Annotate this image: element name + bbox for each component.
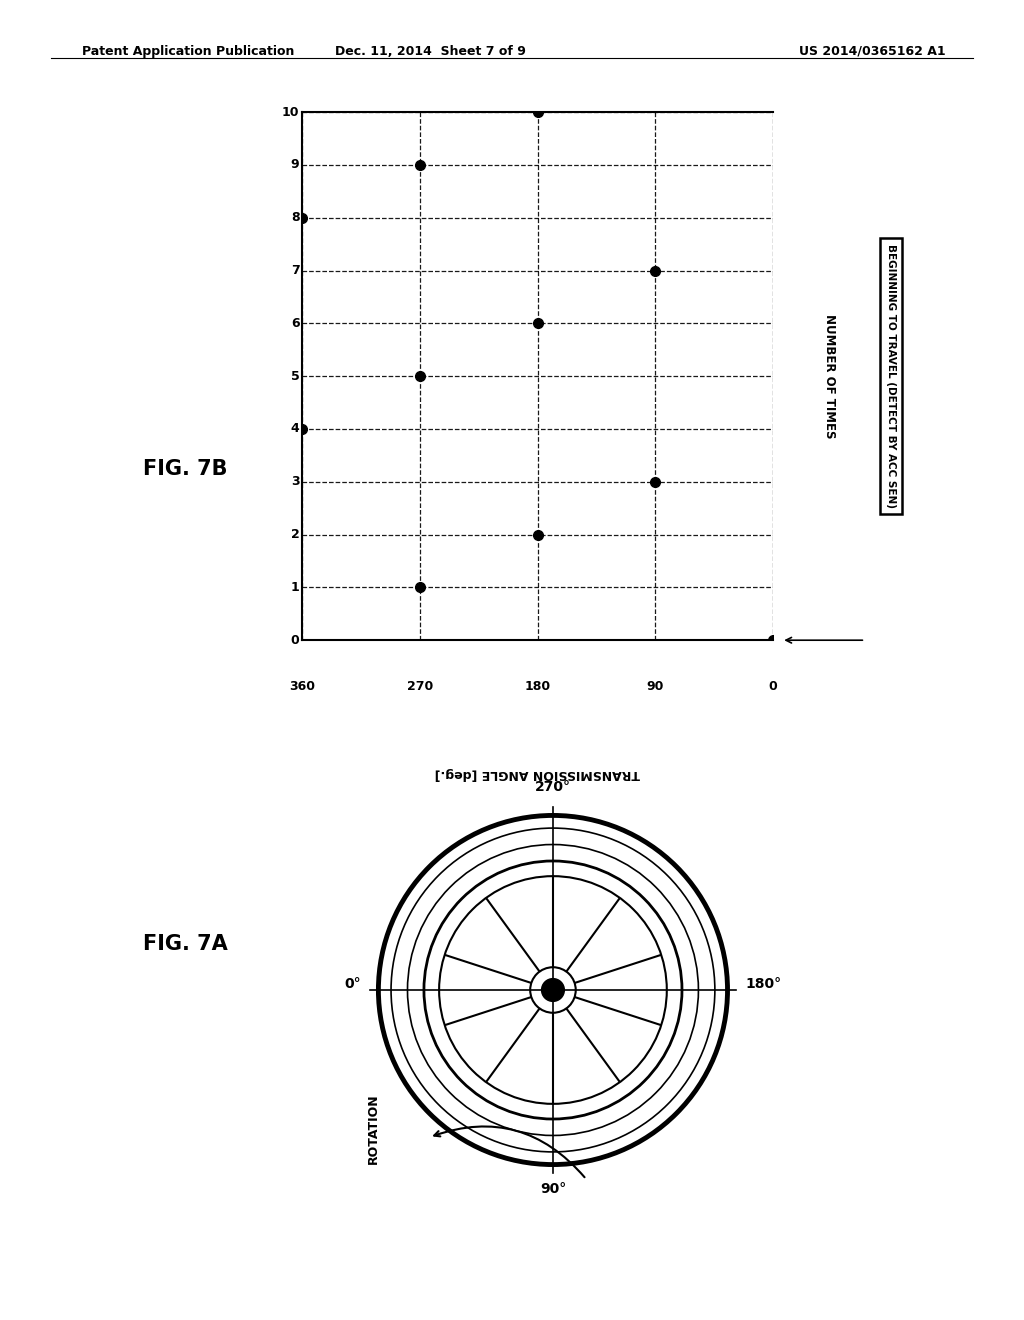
Text: 360: 360: [289, 680, 315, 693]
Text: 180: 180: [524, 680, 551, 693]
Text: 9: 9: [291, 158, 299, 172]
Text: US 2014/0365162 A1: US 2014/0365162 A1: [799, 45, 945, 58]
Text: 0°: 0°: [344, 977, 360, 991]
Text: 90: 90: [647, 680, 664, 693]
Text: 0: 0: [769, 680, 777, 693]
Text: FIG. 7B: FIG. 7B: [143, 458, 228, 479]
Text: Patent Application Publication: Patent Application Publication: [82, 45, 294, 58]
Text: FIG. 7A: FIG. 7A: [143, 933, 228, 954]
Text: ROTATION: ROTATION: [367, 1094, 380, 1164]
Text: TRANSMISSION ANGLE [deg.]: TRANSMISSION ANGLE [deg.]: [435, 767, 640, 780]
Text: 8: 8: [291, 211, 299, 224]
Text: 7: 7: [291, 264, 299, 277]
Text: 90°: 90°: [540, 1183, 566, 1196]
Text: 4: 4: [291, 422, 299, 436]
Text: 270: 270: [407, 680, 433, 693]
Text: 270°: 270°: [535, 780, 571, 793]
Text: 1: 1: [291, 581, 299, 594]
Text: 10: 10: [282, 106, 299, 119]
Text: NUMBER OF TIMES: NUMBER OF TIMES: [823, 314, 836, 438]
Text: 2: 2: [291, 528, 299, 541]
Text: BEGINNING TO TRAVEL (DETECT BY ACC SEN): BEGINNING TO TRAVEL (DETECT BY ACC SEN): [886, 244, 896, 508]
Text: 180°: 180°: [745, 977, 781, 991]
Text: 5: 5: [291, 370, 299, 383]
Text: 0: 0: [291, 634, 299, 647]
Text: 6: 6: [291, 317, 299, 330]
Circle shape: [542, 978, 564, 1002]
Text: 3: 3: [291, 475, 299, 488]
Text: Dec. 11, 2014  Sheet 7 of 9: Dec. 11, 2014 Sheet 7 of 9: [335, 45, 525, 58]
